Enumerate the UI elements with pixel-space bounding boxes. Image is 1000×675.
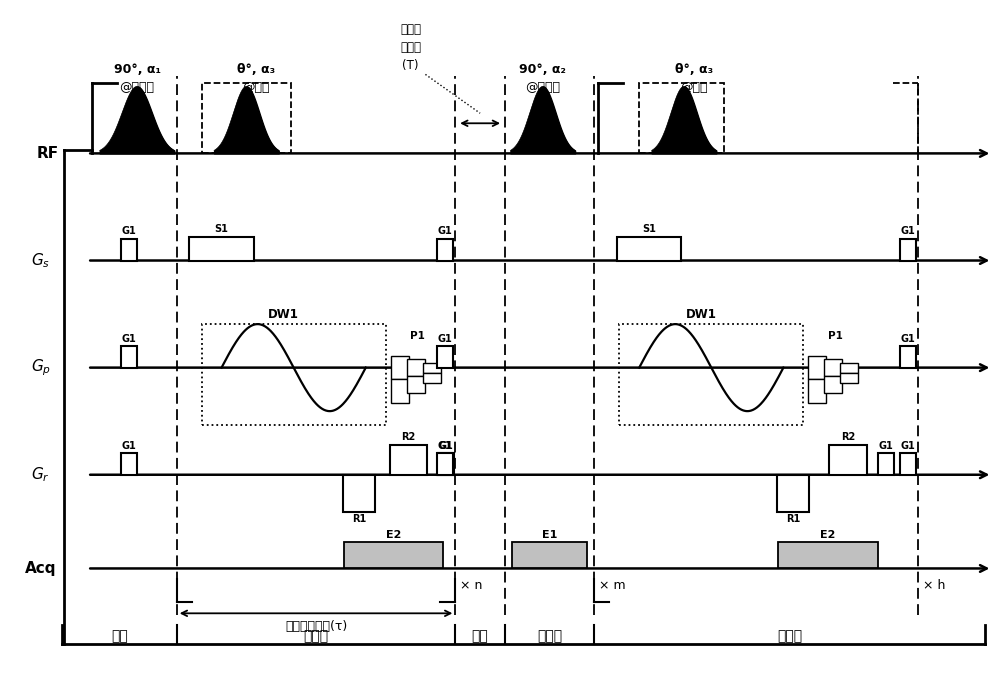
Bar — [808, 379, 826, 403]
Text: 实际交: 实际交 — [400, 23, 421, 36]
Text: G1: G1 — [878, 441, 893, 451]
Text: 交换: 交换 — [472, 629, 488, 643]
Text: 换时间: 换时间 — [400, 41, 421, 54]
Text: @溶解态: @溶解态 — [120, 82, 155, 95]
Text: 像采样: 像采样 — [777, 629, 802, 643]
Text: S1: S1 — [642, 224, 656, 234]
Text: DW1: DW1 — [268, 308, 299, 321]
Text: R2: R2 — [841, 432, 855, 442]
Bar — [121, 239, 137, 261]
Text: G1: G1 — [438, 441, 453, 451]
Text: $G_s$: $G_s$ — [31, 251, 50, 270]
Bar — [343, 475, 375, 512]
Text: 像采样: 像采样 — [303, 629, 329, 643]
Text: G1: G1 — [900, 226, 915, 236]
Bar — [619, 324, 803, 425]
Text: G1: G1 — [900, 441, 915, 451]
Bar — [824, 359, 842, 376]
Text: 谱采样: 谱采样 — [537, 629, 562, 643]
Text: G1: G1 — [439, 441, 454, 451]
Bar — [391, 356, 409, 379]
Bar — [344, 541, 443, 568]
Bar — [391, 379, 409, 403]
Text: G1: G1 — [122, 441, 136, 451]
Text: E2: E2 — [820, 530, 836, 540]
Text: (T): (T) — [402, 59, 419, 72]
Text: @溶解态: @溶解态 — [525, 82, 560, 95]
Text: 饱和: 饱和 — [111, 629, 128, 643]
Bar — [438, 454, 454, 475]
Bar — [437, 239, 453, 261]
Bar — [900, 239, 916, 261]
Bar — [423, 373, 441, 383]
Text: $G_p$: $G_p$ — [31, 357, 51, 378]
Text: G1: G1 — [122, 226, 136, 236]
Bar — [824, 376, 842, 393]
Text: RF: RF — [36, 146, 59, 161]
Text: DW1: DW1 — [686, 308, 717, 321]
Text: G1: G1 — [122, 333, 136, 344]
Bar — [202, 324, 386, 425]
Bar — [878, 454, 894, 475]
Text: 90°, α₂: 90°, α₂ — [519, 63, 566, 76]
Text: R1: R1 — [352, 514, 366, 524]
Text: G1: G1 — [438, 333, 453, 344]
Text: R1: R1 — [786, 514, 800, 524]
Text: P1: P1 — [410, 331, 425, 341]
Text: θ°, α₃: θ°, α₃ — [675, 63, 713, 76]
Bar — [121, 346, 137, 368]
Text: @气态: @气态 — [680, 82, 708, 95]
Bar — [189, 237, 254, 261]
Bar — [407, 376, 425, 393]
Bar — [829, 445, 867, 475]
Bar — [390, 445, 427, 475]
Text: E2: E2 — [386, 530, 401, 540]
Text: S1: S1 — [215, 224, 228, 234]
Bar — [840, 373, 858, 383]
Bar — [900, 454, 916, 475]
Bar — [639, 83, 724, 153]
Text: G1: G1 — [438, 226, 453, 236]
Text: $G_r$: $G_r$ — [31, 465, 50, 484]
Bar — [437, 454, 453, 475]
Text: θ°, α₃: θ°, α₃ — [237, 63, 275, 76]
Bar — [202, 83, 291, 153]
Text: × n: × n — [460, 578, 483, 592]
Bar — [512, 541, 587, 568]
Text: 90°, α₁: 90°, α₁ — [114, 63, 161, 76]
Text: P1: P1 — [828, 331, 843, 341]
Text: × m: × m — [599, 578, 626, 592]
Bar — [840, 362, 858, 373]
Text: × h: × h — [923, 578, 945, 592]
Bar — [121, 454, 137, 475]
Bar — [900, 346, 916, 368]
Text: Acq: Acq — [25, 561, 56, 576]
Text: @气态: @气态 — [243, 82, 270, 95]
Text: R2: R2 — [401, 432, 416, 442]
Bar — [437, 346, 453, 368]
Bar — [407, 359, 425, 376]
Bar — [808, 356, 826, 379]
Bar — [777, 475, 809, 512]
Text: E1: E1 — [542, 530, 557, 540]
Text: G1: G1 — [900, 333, 915, 344]
Bar — [423, 362, 441, 373]
Bar — [617, 237, 681, 261]
Text: 预设交换时间(τ): 预设交换时间(τ) — [285, 620, 347, 633]
Bar — [778, 541, 878, 568]
